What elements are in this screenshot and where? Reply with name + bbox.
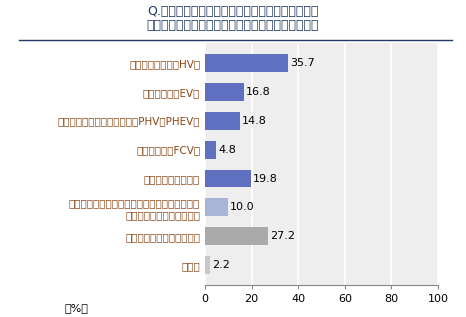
Bar [205, 256, 210, 274]
Text: 14.8: 14.8 [241, 116, 266, 126]
Text: 27.2: 27.2 [270, 231, 295, 241]
Text: 電気自動車やハイブリッド車などを検討しますか？: 電気自動車やハイブリッド車などを検討しますか？ [147, 19, 319, 32]
Text: 16.8: 16.8 [246, 87, 271, 97]
Text: 19.8: 19.8 [253, 173, 278, 184]
Text: 10.0: 10.0 [230, 203, 255, 212]
Text: 2.2: 2.2 [212, 260, 230, 270]
Bar [205, 83, 244, 101]
Bar [205, 170, 251, 187]
Text: Q.今後自動車を購入する場合、ガソリン車以外の: Q.今後自動車を購入する場合、ガソリン車以外の [147, 5, 319, 18]
Bar [205, 227, 268, 245]
Bar [205, 198, 228, 217]
Bar [205, 54, 288, 72]
Text: 4.8: 4.8 [218, 145, 236, 155]
Bar [205, 141, 216, 158]
Text: （%）: （%） [65, 303, 89, 313]
Bar [205, 112, 240, 130]
Text: 35.7: 35.7 [290, 58, 315, 68]
